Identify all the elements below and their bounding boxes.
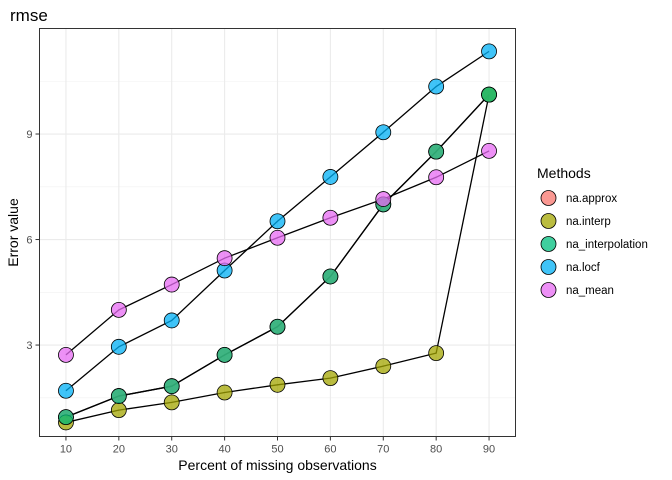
x-tick-label: 30 <box>166 444 178 456</box>
data-point-na.locf <box>428 78 445 95</box>
data-point-na.locf <box>58 382 74 399</box>
legend-key-na.approx <box>540 190 557 206</box>
data-point-na.interp <box>322 370 339 387</box>
data-point-na.locf <box>481 43 497 60</box>
data-point-na.locf <box>375 124 392 141</box>
data-point-na_mean <box>481 142 497 159</box>
x-axis: 10 20 30 40 50 60 70 80 90 <box>60 436 495 456</box>
data-point-na_mean <box>322 209 339 226</box>
data-point-na.interp <box>163 394 180 411</box>
x-tick-label: 40 <box>218 444 230 456</box>
legend-key-na.locf <box>540 259 557 275</box>
legend-key-na_mean <box>540 282 557 298</box>
data-point-na_interpolation <box>216 346 233 363</box>
x-tick-label: 80 <box>430 444 442 456</box>
data-point-na_interpolation <box>481 86 497 103</box>
data-point-na.locf <box>269 213 286 230</box>
data-point-na_interpolation <box>322 268 339 285</box>
data-point-na_interpolation <box>163 378 180 395</box>
data-point-na_mean <box>110 301 127 318</box>
legend-label-na.locf: na.locf <box>566 262 601 274</box>
data-point-na.interp <box>269 376 286 393</box>
data-point-na.interp <box>375 358 392 375</box>
y-axis-title: Error value <box>5 198 21 267</box>
data-point-na_interpolation <box>110 388 127 404</box>
data-point-na_mean <box>269 229 286 246</box>
legend-label-na.interp: na.interp <box>566 216 611 228</box>
data-point-na.interp <box>428 345 445 362</box>
legend: Methods na.approx na.interp na_interpolati… <box>537 165 648 298</box>
y-tick-label: 3 <box>26 340 32 352</box>
data-point-na_interpolation <box>269 318 286 335</box>
data-point-na_mean <box>216 250 233 267</box>
x-tick-label: 70 <box>377 444 389 456</box>
legend-title: Methods <box>537 165 591 181</box>
x-tick-label: 60 <box>324 444 336 456</box>
x-tick-label: 50 <box>271 444 283 456</box>
x-tick-label: 90 <box>483 444 495 456</box>
series-points <box>58 43 497 431</box>
legend-label-na_interpolation: na_interpolation <box>566 239 648 251</box>
data-point-na_interpolation <box>58 409 74 426</box>
x-tick-label: 10 <box>60 444 72 456</box>
data-point-na_interpolation <box>428 143 445 160</box>
legend-key-na_interpolation <box>540 236 557 252</box>
data-point-na_mean <box>375 191 392 207</box>
chart-title: rmse <box>10 6 48 25</box>
data-point-na.interp <box>216 384 233 401</box>
data-point-na.locf <box>163 312 180 329</box>
data-point-na.locf <box>322 169 339 185</box>
data-point-na.locf <box>110 338 127 355</box>
y-axis: 3 6 9 <box>26 129 40 352</box>
y-tick-label: 9 <box>26 129 32 141</box>
legend-key-na.interp <box>540 213 557 229</box>
x-axis-title: Percent of missing observations <box>178 457 376 473</box>
legend-label-na_mean: na_mean <box>566 285 614 297</box>
data-point-na_mean <box>58 346 74 363</box>
legend-label-na.approx: na.approx <box>566 193 617 205</box>
data-point-na.interp <box>110 402 127 419</box>
data-point-na_mean <box>428 169 445 186</box>
y-tick-label: 6 <box>26 235 32 247</box>
x-tick-label: 20 <box>113 444 125 456</box>
data-point-na_mean <box>163 276 180 293</box>
